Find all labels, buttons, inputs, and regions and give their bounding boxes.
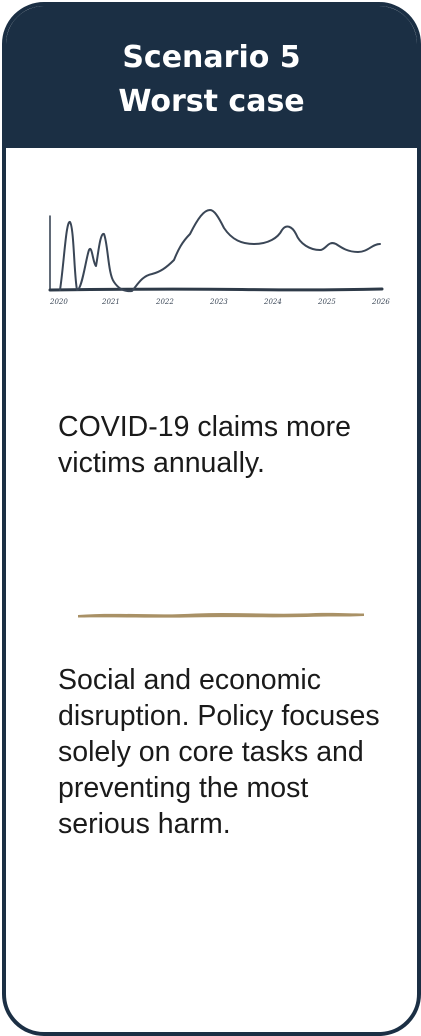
sketch-year-label: 2026 (371, 298, 390, 306)
scenario-headline: COVID-19 claims more victims annually. (58, 411, 351, 479)
scenario-description: Social and economic disruption. Policy f… (58, 664, 380, 840)
card-header: Scenario 5 Worst case (6, 6, 417, 148)
sketch-year-label: 2022 (155, 298, 174, 306)
sketch-year-label: 2025 (317, 298, 336, 306)
sketch-curve (59, 209, 381, 293)
sketch-year-label: 2020 (49, 298, 68, 306)
scenario-subtitle: Worst case (118, 84, 305, 119)
sketch-curve-illustration: 2020 2021 2022 2023 2024 2025 2026 (48, 209, 390, 306)
scenario-title: Scenario 5 (122, 40, 301, 75)
sketch-year-label: 2024 (263, 298, 282, 306)
sketch-year-label: 2023 (209, 298, 228, 306)
sketch-x-axis (48, 287, 384, 292)
sketch-year-label: 2021 (101, 298, 120, 306)
brush-divider (78, 612, 364, 618)
